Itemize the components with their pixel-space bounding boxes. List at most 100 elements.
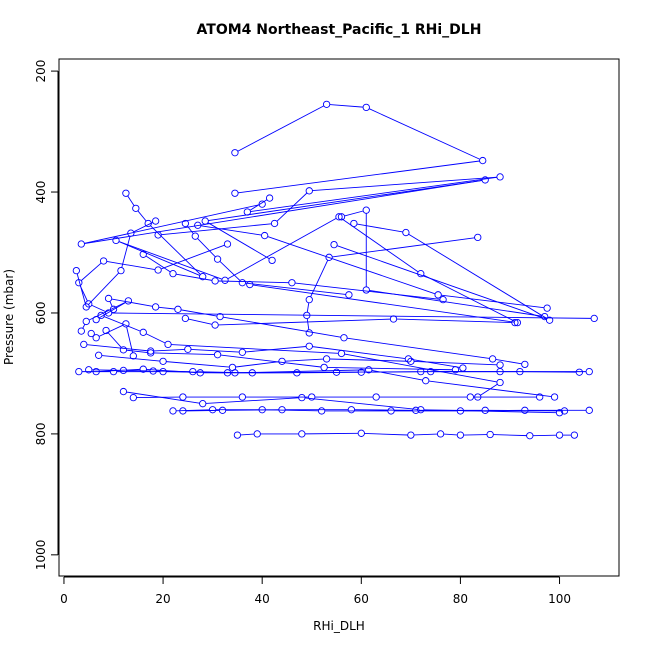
data-point	[139, 250, 147, 258]
data-point	[246, 280, 254, 289]
data-point	[436, 430, 445, 438]
data-point	[129, 352, 137, 360]
series-segment	[158, 306, 175, 310]
series-13	[87, 320, 137, 360]
data-point	[184, 345, 192, 353]
data-point	[417, 367, 425, 376]
data-point	[345, 291, 353, 299]
data-point	[238, 279, 247, 287]
data-point	[196, 369, 204, 377]
x-tick-label: 40	[255, 592, 270, 606]
data-point	[261, 231, 269, 240]
series-segment	[285, 358, 324, 362]
series-segment	[166, 371, 225, 374]
data-point	[481, 406, 489, 414]
data-point	[213, 255, 222, 263]
data-point	[119, 387, 128, 396]
data-point	[325, 253, 333, 261]
data-point	[164, 340, 172, 349]
series-26	[233, 429, 579, 440]
plot-frame	[58, 58, 620, 577]
data-point	[149, 367, 157, 375]
series-segment	[153, 348, 185, 352]
series-segment	[396, 318, 512, 323]
y-tick-label: 1000	[34, 540, 48, 571]
series-segment	[443, 433, 458, 436]
data-point	[139, 328, 147, 336]
series-23	[129, 393, 544, 402]
series-3	[112, 189, 522, 327]
series-segment	[245, 282, 346, 295]
series-segment	[156, 370, 190, 373]
series-segment	[341, 218, 419, 273]
series-segment	[191, 348, 240, 353]
series-segment	[240, 433, 255, 436]
data-point	[85, 366, 93, 374]
series-segment	[133, 222, 153, 233]
data-point	[147, 347, 155, 355]
series-segment	[347, 337, 490, 359]
data-point	[365, 366, 373, 374]
series-20	[119, 387, 564, 417]
data-point	[127, 229, 135, 237]
data-point	[417, 406, 425, 414]
data-point	[335, 213, 343, 221]
data-point	[298, 430, 306, 438]
data-point	[404, 355, 413, 363]
data-point	[268, 256, 276, 265]
data-point	[322, 100, 331, 109]
data-point	[191, 232, 199, 240]
data-point	[407, 431, 415, 439]
series-segment	[127, 195, 135, 206]
data-point	[543, 304, 551, 312]
series-segment	[137, 210, 147, 222]
series-segment	[480, 383, 498, 396]
data-point	[104, 294, 113, 303]
series-segment	[171, 344, 339, 354]
data-point	[486, 430, 494, 439]
data-point	[278, 406, 286, 414]
data-point	[159, 357, 167, 365]
series-segment	[79, 285, 88, 302]
data-point	[174, 305, 182, 313]
series-segment	[227, 217, 337, 280]
data-point	[151, 303, 160, 311]
series-segment	[223, 316, 341, 338]
data-point	[181, 314, 190, 323]
data-point	[456, 407, 465, 415]
data-point	[85, 300, 93, 308]
series-segment	[219, 261, 241, 281]
data-point	[521, 360, 529, 369]
data-point	[199, 273, 207, 281]
series-segment	[255, 371, 334, 374]
series-segment	[88, 272, 120, 305]
series-segment	[523, 371, 577, 373]
x-axis-label: RHi_DLH	[313, 619, 365, 633]
series-segment	[276, 192, 308, 222]
series-segment	[181, 309, 217, 317]
data-point	[570, 431, 579, 439]
series-segment	[121, 236, 131, 268]
data-point	[169, 407, 177, 415]
data-point	[526, 432, 534, 440]
data-point	[253, 430, 261, 438]
data-point	[231, 149, 239, 157]
data-point	[387, 407, 395, 415]
data-point	[350, 219, 358, 228]
data-point	[496, 173, 504, 181]
data-point	[362, 103, 370, 112]
series-10	[75, 240, 598, 323]
data-point	[216, 312, 224, 321]
data-point	[179, 393, 187, 401]
data-point	[231, 189, 239, 197]
data-point	[117, 266, 125, 275]
series-segment	[354, 409, 413, 411]
series-segment	[304, 397, 418, 410]
series-segment	[488, 409, 562, 412]
data-point	[357, 429, 365, 437]
series-segment	[238, 369, 366, 374]
data-point	[456, 431, 465, 439]
series-segment	[423, 274, 515, 322]
series-segment	[118, 241, 200, 276]
data-point	[407, 357, 415, 365]
